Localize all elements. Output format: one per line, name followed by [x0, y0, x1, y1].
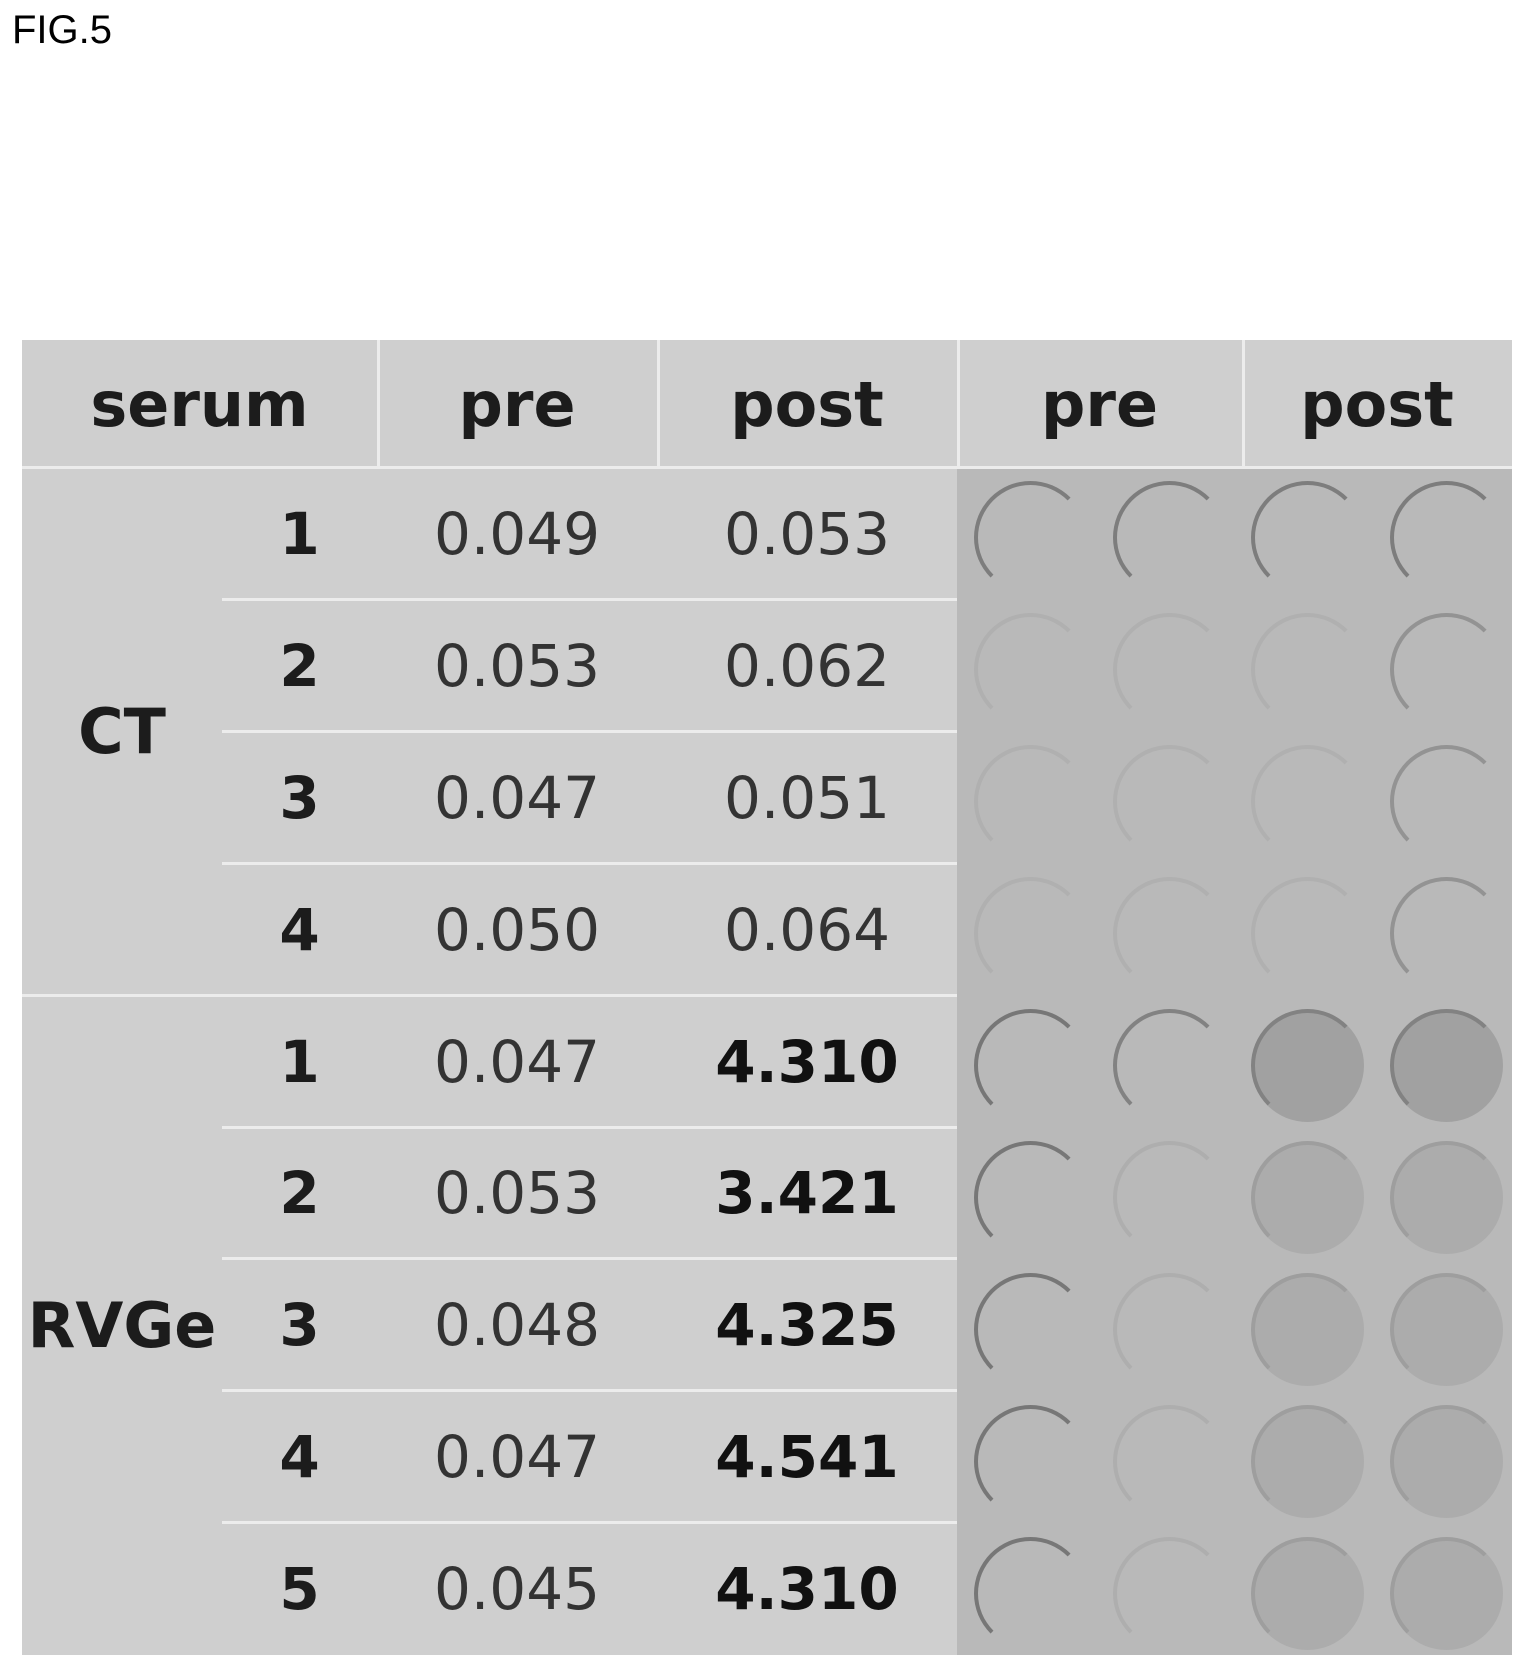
pre-value: 0.048 [377, 1259, 657, 1391]
blot-well [974, 1273, 1087, 1386]
pre-value: 0.047 [377, 1391, 657, 1523]
post-value: 4.541 [657, 1391, 957, 1523]
blot-well [1113, 1273, 1226, 1386]
results-table: serum pre post pre post 10.0490.05320.05… [22, 340, 1512, 1655]
row-id: 2 [222, 1128, 377, 1260]
blot-well [1390, 1273, 1503, 1386]
blot-well [1251, 1537, 1364, 1650]
blot-well [1251, 1141, 1364, 1254]
pre-value: 0.053 [377, 1128, 657, 1260]
row-id: 3 [222, 732, 377, 864]
blot-well [1390, 877, 1503, 990]
blot-well [1113, 745, 1226, 858]
blot-well [1390, 745, 1503, 858]
figure-label: FIG.5 [12, 8, 112, 53]
dot-blot-image [957, 468, 1512, 1655]
blot-well [1113, 1405, 1226, 1518]
pre-value: 0.053 [377, 600, 657, 732]
blot-well [974, 877, 1087, 990]
blot-well [1390, 1405, 1503, 1518]
pre-value: 0.050 [377, 864, 657, 996]
blot-well [1113, 1009, 1226, 1122]
blot-well [974, 745, 1087, 858]
header-column-divider [957, 340, 960, 468]
header-divider [22, 466, 1512, 469]
blot-well [974, 1141, 1087, 1254]
pre-value: 0.047 [377, 996, 657, 1128]
blot-well [1251, 1405, 1364, 1518]
header-column-divider [377, 340, 380, 468]
blot-well [1251, 1273, 1364, 1386]
blot-well [974, 1537, 1087, 1650]
row-id: 1 [222, 468, 377, 600]
blot-well [974, 481, 1087, 594]
row-id: 3 [222, 1259, 377, 1391]
group-label: CT [22, 468, 222, 996]
row-id: 2 [222, 600, 377, 732]
post-value: 3.421 [657, 1128, 957, 1260]
blot-well [1390, 1009, 1503, 1122]
row-id: 4 [222, 1391, 377, 1523]
blot-well [1251, 745, 1364, 858]
blot-well [1113, 613, 1226, 726]
blot-well [1390, 481, 1503, 594]
header-serum: serum [22, 340, 377, 468]
post-value: 0.053 [657, 468, 957, 600]
header-column-divider [657, 340, 660, 468]
pre-value: 0.047 [377, 732, 657, 864]
group-label: RVGe [22, 996, 222, 1656]
post-value: 4.325 [657, 1259, 957, 1391]
header-blot-post: post [1242, 340, 1512, 468]
header-pre: pre [377, 340, 657, 468]
blot-well [1113, 877, 1226, 990]
pre-value: 0.049 [377, 468, 657, 600]
blot-well [1390, 1141, 1503, 1254]
blot-well [1390, 613, 1503, 726]
blot-well [1113, 1141, 1226, 1254]
blot-well [1113, 1537, 1226, 1650]
blot-well [974, 1405, 1087, 1518]
blot-well [1251, 613, 1364, 726]
row-id: 4 [222, 864, 377, 996]
post-value: 0.062 [657, 600, 957, 732]
row-id: 1 [222, 996, 377, 1128]
header-blot-pre: pre [957, 340, 1242, 468]
post-value: 0.051 [657, 732, 957, 864]
blot-well [1251, 877, 1364, 990]
post-value: 0.064 [657, 864, 957, 996]
header-post: post [657, 340, 957, 468]
header-column-divider [1242, 340, 1245, 468]
post-value: 4.310 [657, 996, 957, 1128]
blot-well [1251, 481, 1364, 594]
row-id: 5 [222, 1523, 377, 1655]
blot-well [1113, 481, 1226, 594]
blot-well [974, 613, 1087, 726]
blot-well [1251, 1009, 1364, 1122]
blot-well [1390, 1537, 1503, 1650]
pre-value: 0.045 [377, 1523, 657, 1655]
post-value: 4.310 [657, 1523, 957, 1655]
blot-well [974, 1009, 1087, 1122]
